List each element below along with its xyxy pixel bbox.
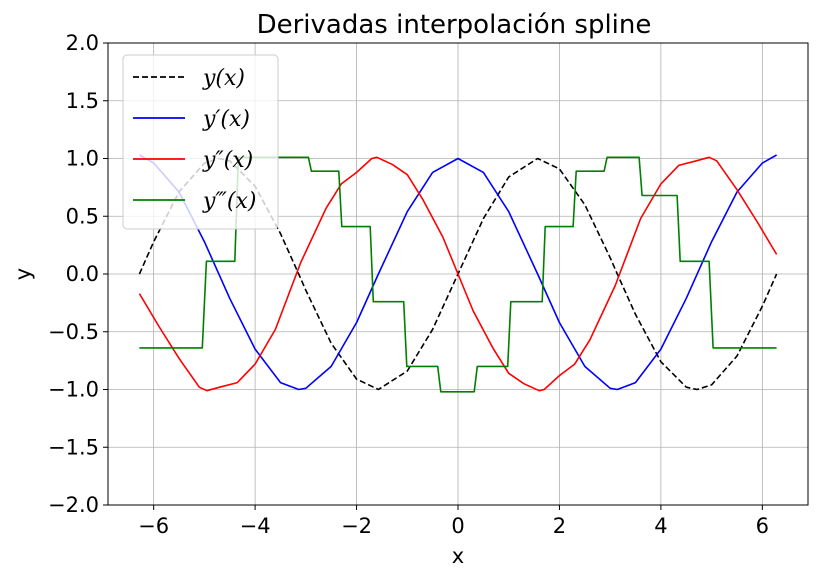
- x-tick-label: 4: [654, 514, 667, 538]
- y-tick-label: −1.0: [48, 378, 99, 402]
- y-tick-label: 2.0: [66, 31, 99, 55]
- x-tick-label: 6: [756, 514, 769, 538]
- y-tick-label: 1.5: [66, 89, 99, 113]
- series-line-2: [139, 154, 777, 391]
- x-tick-label: −4: [240, 514, 271, 538]
- series-line-3: [138, 156, 778, 392]
- y-tick-label: −2.0: [48, 493, 99, 517]
- y-tick-label: 1.0: [66, 147, 99, 171]
- x-tick-label: 0: [451, 514, 464, 538]
- legend-label-4: y‴(x): [202, 189, 256, 214]
- y-axis: −2.0 −1.5 −1.0 −0.5 0.0 0.5 1.0 1.5 2.0: [48, 31, 108, 517]
- legend-box: [122, 54, 279, 230]
- y-tick-label: −0.5: [48, 320, 99, 344]
- y-tick-label: −1.5: [48, 435, 99, 459]
- chart-title: Derivadas interpolación spline: [257, 10, 652, 40]
- legend: y(x) y′(x) y″(x) y‴(x): [122, 54, 279, 230]
- y-tick-label: 0.5: [66, 204, 99, 228]
- x-tick-label: −2: [341, 514, 372, 538]
- legend-label-1: y(x): [202, 66, 245, 91]
- x-axis-label: x: [452, 544, 464, 568]
- x-axis: −6 −4 −2 0 2 4 6: [138, 505, 769, 538]
- x-tick-label: 2: [553, 514, 566, 538]
- x-tick-label: −6: [138, 514, 169, 538]
- legend-label-2: y′(x): [202, 107, 250, 132]
- y-tick-label: 0.0: [66, 262, 99, 286]
- y-axis-label: y: [11, 268, 35, 280]
- legend-label-3: y″(x): [202, 148, 253, 173]
